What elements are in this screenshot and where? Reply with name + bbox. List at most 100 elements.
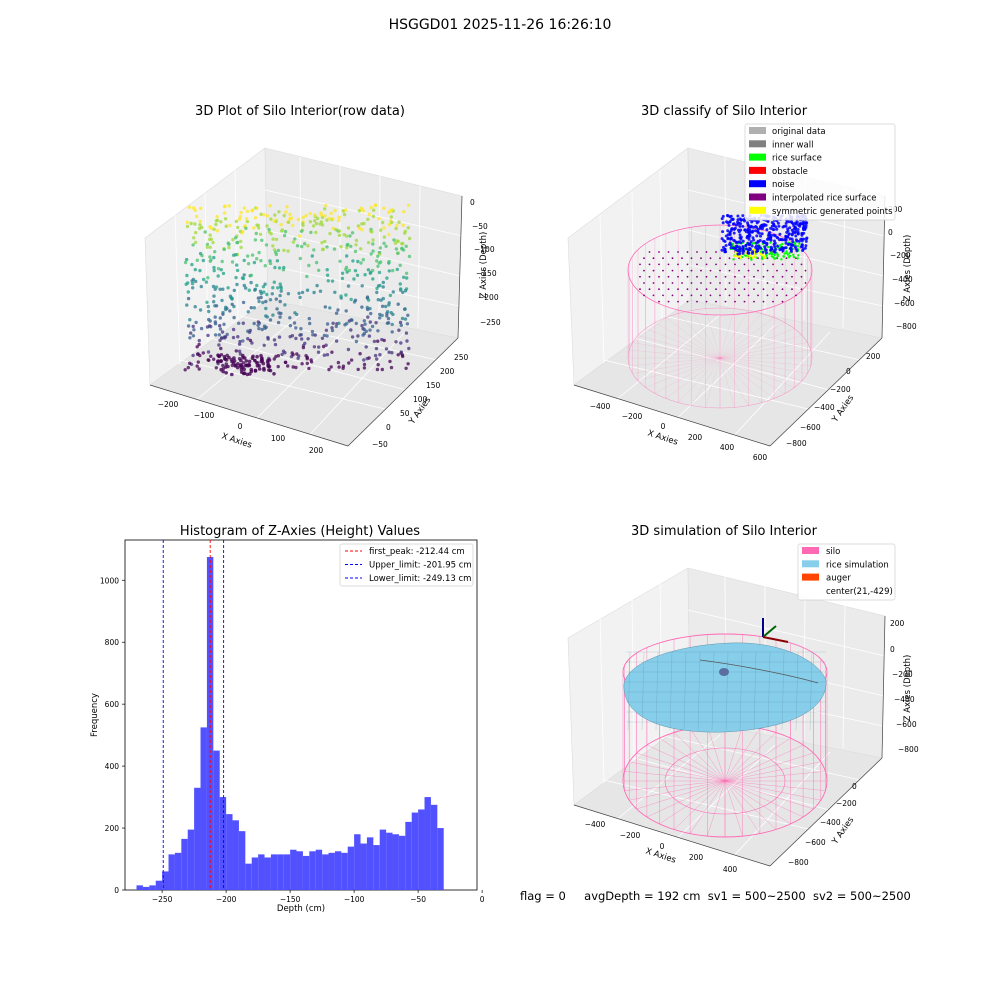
- plot2-noise-point: [766, 220, 770, 223]
- plot2-noise-point: [757, 231, 761, 235]
- plot2-silo-wire: [705, 357, 721, 408]
- plot2-legend-box: [744, 123, 896, 221]
- plot2-interpolated-point: [696, 251, 698, 253]
- plot2-noise-point: [774, 247, 778, 251]
- plot1-data-point: [322, 333, 327, 338]
- plot2-legend-swatch: [749, 166, 766, 174]
- plot3-bar: [328, 852, 335, 890]
- plot1-data-point: [276, 320, 281, 325]
- plot1-data-point: [339, 245, 343, 249]
- plot2-symmetric-point: [763, 256, 767, 259]
- plot1-data-point: [364, 345, 368, 349]
- plot1-data-point: [349, 358, 354, 362]
- plot4-silo-wire: [724, 780, 777, 830]
- plot2-interpolated-point: [738, 294, 740, 297]
- plot2-silo-wire: [629, 350, 721, 359]
- plot2-noise-point: [767, 232, 771, 235]
- plot2-noise-point: [723, 248, 727, 252]
- plot1-data-point: [277, 210, 281, 214]
- plot1-data-point: [191, 353, 195, 358]
- plot1-gridline: [304, 331, 406, 441]
- plot1-data-point: [265, 315, 269, 319]
- plot1-data-point: [375, 367, 380, 372]
- plot1-data-point: [365, 307, 370, 312]
- plot4-silo-wire: [724, 737, 791, 782]
- plot3-bars: [136, 557, 444, 890]
- plot1-point-cloud: [183, 203, 412, 377]
- plot2-silo-wire: [719, 350, 811, 359]
- plot1-data-point: [250, 208, 255, 212]
- plot2-noise-point: [795, 249, 799, 253]
- plot1-data-point: [208, 237, 212, 242]
- plot1-data-point: [377, 217, 381, 221]
- plot2-noise-point: [800, 243, 804, 247]
- plot2-interpolated-point: [743, 288, 746, 291]
- plot2-interpolated-point: [781, 275, 784, 278]
- plot2-z-axis-label: Z Axies (Depth): [903, 235, 913, 302]
- plot1-data-point: [286, 249, 290, 253]
- status-sv1: sv1 = 500~2500: [707, 889, 806, 903]
- plot3-bar: [206, 557, 214, 890]
- plot2-rice-surface-point: [773, 257, 776, 260]
- plot2-rice-surface-point: [776, 255, 779, 258]
- plot3-bar: [162, 871, 169, 890]
- plot2-interpolated-point: [738, 282, 740, 284]
- plot2-silo-wire: [691, 357, 721, 406]
- plot2-noise-point: [735, 245, 739, 249]
- plot1-data-point: [244, 226, 248, 230]
- plot3-x-tick-label: −150: [280, 895, 301, 904]
- plot2-noise-point: [732, 222, 736, 226]
- plot1-data-point: [399, 287, 403, 291]
- plot1-data-point: [205, 242, 210, 247]
- plot1-data-point: [205, 245, 209, 249]
- plot2-silo-wire: [719, 317, 775, 359]
- plot1-data-point: [366, 315, 370, 319]
- plot2-silo-wire: [719, 357, 735, 408]
- plot2-noise-point: [769, 245, 773, 249]
- plot3-bar: [283, 854, 291, 890]
- status-line: flag = 0 avgDepth = 192 cm sv1 = 500~250…: [520, 889, 911, 903]
- plot2-noise-point: [786, 229, 790, 233]
- plot1-data-point: [302, 242, 307, 246]
- plot4-legend-swatch: [802, 547, 819, 554]
- plot2-noise-point: [778, 238, 781, 242]
- plot4-silo-wire: [724, 780, 826, 791]
- plot2-noise-point: [789, 220, 793, 224]
- plot4-silo-wire: [724, 780, 804, 818]
- plot2-noise-point: [805, 221, 809, 225]
- plot2-interpolated-point: [800, 288, 803, 291]
- plot1-data-point: [278, 315, 282, 319]
- plot2-interpolated-point: [662, 257, 664, 260]
- plot2-noise-point: [759, 226, 763, 230]
- plot1-data-point: [307, 316, 311, 321]
- plot1-data-point: [371, 249, 375, 253]
- plot1-data-point: [194, 320, 198, 325]
- plot1-data-point: [261, 300, 265, 305]
- plot1-data-point: [315, 283, 319, 288]
- plot2-interpolated-point: [648, 251, 651, 253]
- plot2-noise-point: [745, 236, 749, 240]
- plot2-gridline: [729, 331, 831, 441]
- plot1-data-point: [238, 339, 242, 344]
- plot1-data-point: [304, 213, 308, 218]
- plot1-data-point: [221, 369, 225, 374]
- plot1-data-point: [198, 223, 202, 227]
- plot2-interpolated-point: [705, 300, 708, 303]
- plot1-data-point: [198, 308, 203, 312]
- plot2-interpolated-point: [785, 257, 788, 260]
- plot1-data-point: [272, 338, 277, 342]
- plot1-data-point: [376, 329, 380, 333]
- plot3-x-tick-label: −100: [344, 895, 365, 904]
- plot3-bar: [213, 750, 220, 890]
- plot1-data-point: [253, 288, 257, 292]
- plot1-data-point: [185, 220, 189, 224]
- plot1-data-point: [214, 285, 219, 289]
- plot1-data-point: [299, 229, 304, 233]
- plot1-data-point: [339, 294, 343, 298]
- plot1-data-point: [230, 296, 234, 300]
- plot1-data-point: [370, 324, 375, 329]
- plot2-noise-point: [763, 224, 766, 227]
- plot1-data-point: [273, 265, 277, 270]
- plot1-data-point: [272, 219, 276, 223]
- plot1-data-point: [296, 356, 300, 360]
